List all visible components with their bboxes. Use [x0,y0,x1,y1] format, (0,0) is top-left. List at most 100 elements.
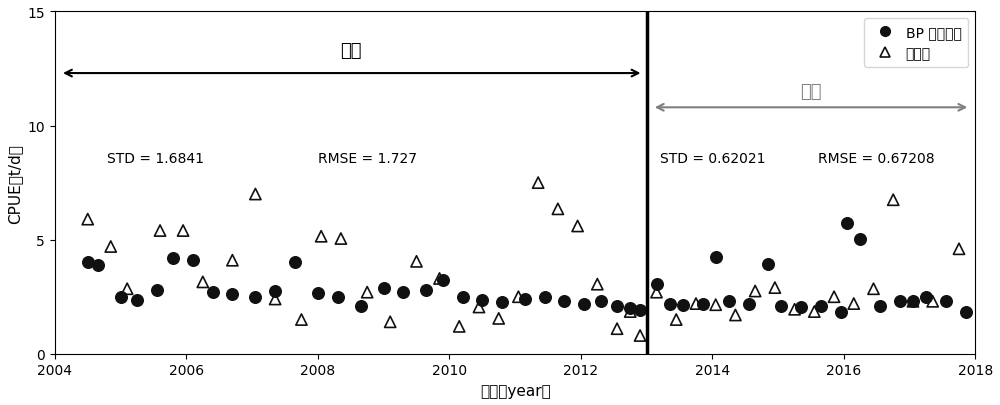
鼓钓船 [570,223,586,230]
BP 神经网络 [418,287,434,293]
鼓钓船 [195,279,211,286]
鼓钓船 [451,323,467,330]
Point [741,301,757,307]
Point [727,312,743,318]
Point [905,298,921,305]
BP 神经网络 [494,299,510,306]
BP 神经网络 [80,260,96,266]
Point [826,294,842,300]
Point [918,294,934,300]
鼓钓船 [293,317,309,323]
鼓钓船 [119,286,135,292]
Point [760,261,776,267]
Point [958,309,974,315]
BP 神经网络 [395,289,411,296]
Point [721,298,737,305]
鼓钓船 [622,309,638,315]
BP 神经网络 [224,292,240,298]
鼓钓船 [224,257,240,264]
Text: 预测: 预测 [800,83,822,101]
Point [708,302,724,308]
BP 神经网络 [435,277,451,283]
鼓钓船 [491,315,507,322]
Point [852,236,868,242]
BP 神经网络 [593,298,609,305]
Point [905,298,921,305]
BP 神经网络 [113,294,129,300]
BP 神经网络 [205,289,221,296]
鼓钓船 [530,180,546,186]
鼓钓船 [550,206,566,213]
鼓钓船 [382,319,398,325]
Point [872,303,888,309]
鼓钓船 [609,326,625,332]
Text: RMSE = 1.727: RMSE = 1.727 [318,151,417,165]
BP 神经网络 [455,294,471,300]
BP 神经网络 [149,287,165,293]
鼓钓船 [103,244,119,250]
Text: RMSE = 0.67208: RMSE = 0.67208 [818,151,934,165]
鼓钓船 [175,228,191,234]
鼓钓船 [432,275,448,282]
Point [688,301,704,307]
Point [662,301,678,307]
BP 神经网络 [376,285,392,291]
X-axis label: 时间（year）: 时间（year） [480,383,551,398]
Point [675,302,691,308]
Point [813,303,829,309]
BP 神经网络 [267,288,283,294]
鼓钓船 [333,236,349,242]
BP 神经网络 [537,294,553,300]
Point [925,298,941,305]
BP 神经网络 [517,296,533,303]
Point [773,303,789,309]
Point [708,254,724,260]
Point [866,286,882,292]
Point [767,285,783,291]
BP 神经网络 [287,260,303,266]
BP 神经网络 [576,301,592,307]
Point [938,298,954,305]
BP 神经网络 [622,305,638,311]
BP 神经网络 [310,290,326,297]
Point [747,288,763,294]
鼓钓船 [589,281,605,288]
Y-axis label: CPUE（t/d）: CPUE（t/d） [7,143,22,223]
Point [806,309,822,315]
鼓钓船 [409,258,425,265]
BP 神经网络 [90,262,106,269]
BP 神经网络 [632,307,648,314]
BP 神经网络 [129,297,145,304]
BP 神经网络 [474,297,490,304]
鼓钓船 [80,216,96,223]
Point [833,309,849,315]
Text: 模拟: 模拟 [340,42,361,60]
BP 神经网络 [609,303,625,309]
Point [892,298,908,305]
鼓钓船 [152,228,168,234]
鼓钓船 [313,233,329,240]
BP 神经网络 [165,255,181,262]
BP 神经网络 [185,257,201,264]
Text: STD = 0.62021: STD = 0.62021 [660,151,765,165]
鼓钓船 [267,296,283,303]
Point [649,289,665,296]
Point [839,220,855,226]
BP 神经网络 [556,298,572,305]
Point [668,317,684,323]
鼓钓船 [471,304,487,311]
鼓钓船 [359,289,375,296]
Point [695,301,711,307]
BP 神经网络 [353,303,369,309]
Legend: BP 神经网络, 鼓钓船: BP 神经网络, 鼓钓船 [864,19,968,68]
Text: STD = 1.6841: STD = 1.6841 [107,151,204,165]
鼓钓船 [510,294,526,300]
Point [649,281,665,288]
BP 神经网络 [247,294,263,300]
鼓钓船 [247,191,263,198]
Point [846,301,862,307]
Point [885,197,901,203]
鼓钓船 [632,333,648,339]
Point [951,246,967,252]
BP 神经网络 [330,294,346,300]
